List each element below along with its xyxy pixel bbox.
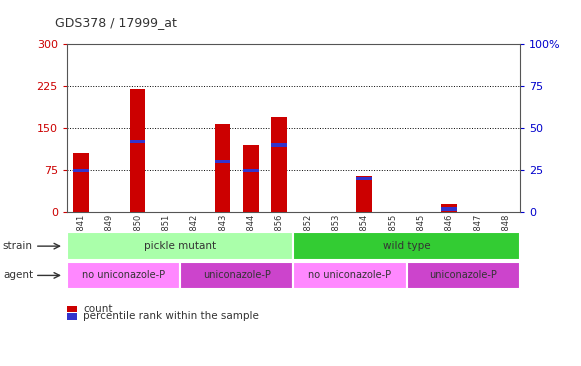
Text: uniconazole-P: uniconazole-P [429,270,497,280]
Text: count: count [83,304,113,314]
Bar [271,143,287,147]
Bar [271,117,287,212]
Bar [356,176,372,212]
Bar [243,145,259,212]
Bar [215,160,231,164]
Text: pickle mutant: pickle mutant [144,241,216,251]
Text: uniconazole-P: uniconazole-P [203,270,271,280]
Bar [442,207,457,210]
Text: wild type: wild type [383,241,431,251]
Text: percentile rank within the sample: percentile rank within the sample [83,311,259,321]
Bar [73,153,89,212]
Bar [442,204,457,212]
Bar [130,89,145,212]
Bar [243,168,259,172]
Bar [73,168,89,172]
Bar [215,124,231,212]
Bar [356,177,372,180]
Text: GDS378 / 17999_at: GDS378 / 17999_at [55,16,177,29]
Text: no uniconazole-P: no uniconazole-P [82,270,165,280]
Text: strain: strain [3,241,33,251]
Bar [130,140,145,143]
Text: no uniconazole-P: no uniconazole-P [309,270,392,280]
Text: agent: agent [3,270,33,280]
